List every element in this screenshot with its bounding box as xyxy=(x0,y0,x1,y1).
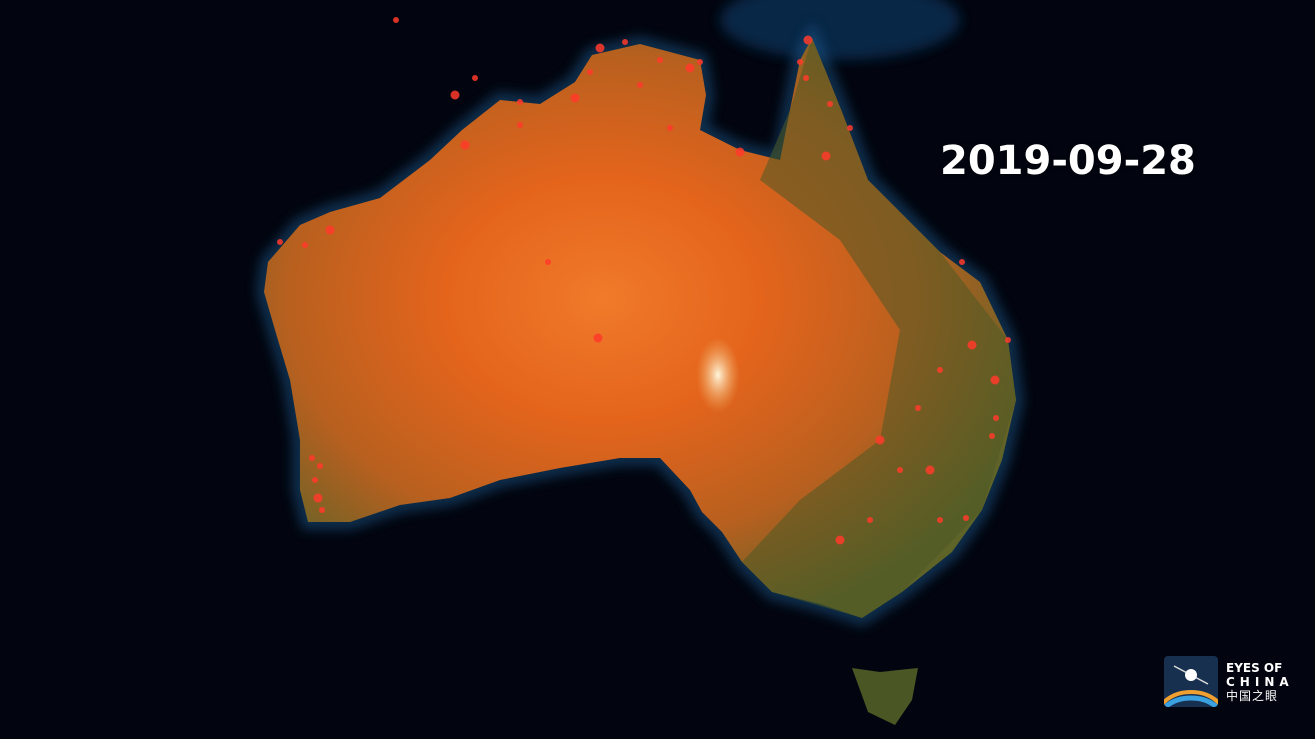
fire-hotspot xyxy=(302,242,308,248)
fire-hotspot xyxy=(319,507,325,513)
fire-hotspot xyxy=(657,57,663,63)
fire-hotspot xyxy=(821,151,831,161)
fire-hotspot xyxy=(803,35,813,45)
fire-hotspot xyxy=(897,467,903,473)
fire-hotspot xyxy=(460,140,470,150)
fire-hotspot xyxy=(835,535,845,545)
fire-hotspot xyxy=(593,333,603,343)
lake-eyre xyxy=(696,337,740,413)
coral-sea-shallows xyxy=(720,0,960,60)
logo-line-1: EYES OF xyxy=(1226,660,1283,675)
fire-hotspot xyxy=(989,433,995,439)
fire-hotspot xyxy=(875,435,885,445)
fire-hotspot xyxy=(937,367,943,373)
logo-line-3: 中国之眼 xyxy=(1226,688,1279,703)
fire-hotspot xyxy=(937,517,943,523)
fire-hotspot xyxy=(595,43,605,53)
fire-hotspot xyxy=(685,63,695,73)
fire-hotspot xyxy=(963,515,969,521)
fire-hotspot xyxy=(990,375,1000,385)
eyes-of-china-logo: EYES OF CHINA 中国之眼 xyxy=(1164,656,1294,707)
fire-hotspot xyxy=(803,75,809,81)
fire-hotspot xyxy=(277,239,283,245)
fire-hotspot xyxy=(667,125,673,131)
fire-hotspot xyxy=(309,455,315,461)
fire-hotspot xyxy=(993,415,999,421)
fire-hotspot xyxy=(847,125,853,131)
fire-hotspot xyxy=(915,405,921,411)
fire-hotspot xyxy=(797,59,803,65)
fire-hotspot xyxy=(570,93,580,103)
fire-hotspot xyxy=(450,90,460,100)
fire-hotspot xyxy=(317,463,323,469)
tasmania xyxy=(852,668,918,725)
logo-text: EYES OF CHINA 中国之眼 xyxy=(1226,661,1294,703)
fire-hotspot xyxy=(393,17,399,23)
fire-hotspot xyxy=(867,517,873,523)
fire-hotspot xyxy=(827,101,833,107)
fire-hotspot xyxy=(545,259,551,265)
fire-hotspot xyxy=(735,147,745,157)
fire-hotspot xyxy=(587,69,593,75)
fire-hotspots xyxy=(277,17,1011,545)
fire-hotspot xyxy=(313,493,323,503)
fire-hotspot xyxy=(637,82,643,88)
satellite-logo-icon xyxy=(1164,656,1218,707)
fire-hotspot xyxy=(622,39,628,45)
fire-hotspot xyxy=(967,340,977,350)
fire-hotspot xyxy=(1005,337,1011,343)
logo-line-2: CHINA xyxy=(1226,674,1294,689)
fire-hotspot xyxy=(325,225,335,235)
fire-hotspot xyxy=(517,99,523,105)
fire-hotspot xyxy=(697,59,703,65)
eastern-vegetation xyxy=(742,38,1016,618)
fire-hotspot xyxy=(472,75,478,81)
fire-hotspot xyxy=(517,122,523,128)
fire-hotspot xyxy=(312,477,318,483)
fire-hotspot xyxy=(959,259,965,265)
fire-hotspot xyxy=(925,465,935,475)
date-label: 2019-09-28 xyxy=(940,138,1196,184)
